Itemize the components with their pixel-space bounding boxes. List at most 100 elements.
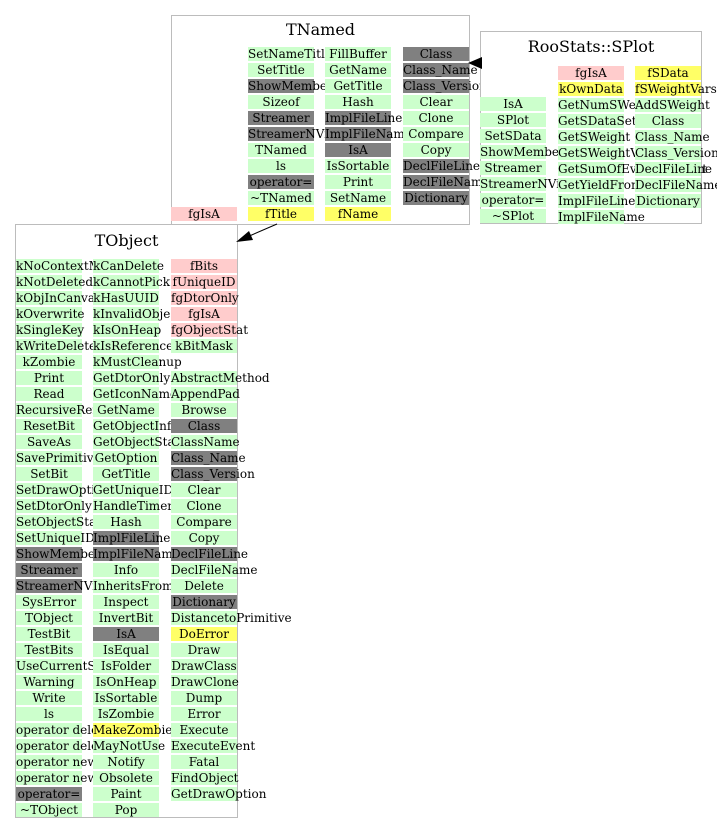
splot-member-fsweightvars: fSWeightVars xyxy=(635,82,717,96)
tobject-method-read: Read xyxy=(16,387,82,401)
tobject-method-setdtoronly: SetDtorOnly xyxy=(16,499,92,513)
tobject-method-knocontextmenu: kNoContextMenu xyxy=(16,259,124,273)
tobject-method-isfolder: IsFolder xyxy=(93,659,159,673)
splot-method-isa: IsA xyxy=(480,97,546,111)
tobject-method-makezombie: MakeZombie xyxy=(93,723,173,737)
tobject-method-setdrawoption: SetDrawOption xyxy=(16,483,111,497)
tobject-method-dictionary: Dictionary xyxy=(171,595,237,609)
tnamed-method-implfilename: ImplFileName xyxy=(325,127,412,141)
tnamed-method-dictionary: Dictionary xyxy=(403,191,469,205)
tnamed-method-class-version: Class_Version xyxy=(403,79,487,93)
tobject-method-abstractmethod: AbstractMethod xyxy=(171,371,270,385)
tobject-method-saveprimitive: SavePrimitive xyxy=(16,451,101,465)
tnamed-method-hash: Hash xyxy=(325,95,391,109)
tnamed-method-class-name: Class_Name xyxy=(403,63,478,77)
splot-method-class: Class xyxy=(635,114,701,128)
tobject-method-getoption: GetOption xyxy=(93,451,159,465)
tnamed-method-setnametitle: SetNameTitle xyxy=(248,47,332,61)
tobject-method-print: Print xyxy=(16,371,82,385)
tobject-method-issortable: IsSortable xyxy=(93,691,159,705)
splot-member-fgisa: fgIsA xyxy=(558,66,624,80)
tobject-method-getdrawoption: GetDrawOption xyxy=(171,787,267,801)
tobject-member-fgdtoronly: fgDtorOnly xyxy=(171,291,239,305)
tobject-member-fbits: fBits xyxy=(171,259,237,273)
splot-method-getsweight: GetSWeight xyxy=(558,130,631,144)
splot-method-streamernvirtual: StreamerNVirtual xyxy=(480,177,590,191)
tobject-method-declfilename: DeclFileName xyxy=(171,563,258,577)
tobject-method-distancetoprimitive: DistancetoPrimitive xyxy=(171,611,292,625)
tobject-method-info: Info xyxy=(93,563,159,577)
tobject-method-syserror: SysError xyxy=(16,595,82,609)
tobject-method-class: Class xyxy=(171,419,237,433)
splot-method-declfileline: DeclFileLine xyxy=(635,162,713,176)
tobject-method-gettitle: GetTitle xyxy=(93,467,159,481)
class-title-tnamed: TNamed xyxy=(285,20,356,39)
tobject-method-copy: Copy xyxy=(171,531,237,545)
splot-method-getyieldfromsweight: GetYieldFromSWeight xyxy=(558,178,693,192)
tnamed-method-streamernvirtual: StreamerNVirtual xyxy=(248,127,358,141)
tobject-method-kzombie: kZombie xyxy=(16,355,82,369)
tobject-method-saveas: SaveAs xyxy=(16,435,82,449)
tobject-method-fatal: Fatal xyxy=(171,755,237,769)
tnamed-method-gettitle: GetTitle xyxy=(325,79,391,93)
tobject-method-obsolete: Obsolete xyxy=(93,771,159,785)
tnamed-method-clone: Clone xyxy=(403,111,469,125)
tobject-method-khasuuid: kHasUUID xyxy=(93,291,159,305)
tobject-method-getuniqueid: GetUniqueID xyxy=(93,483,174,497)
tnamed-method-isa: IsA xyxy=(325,143,391,157)
tnamed-method-declfilename: DeclFileName xyxy=(403,175,490,189)
tobject-method-tobject: ~TObject xyxy=(16,803,82,817)
tobject-method-clear: Clear xyxy=(171,483,237,497)
tobject-method-resetbit: ResetBit xyxy=(16,419,82,433)
splot-method-setsdata: SetSData xyxy=(480,129,546,143)
splot-method-declfilename: DeclFileName xyxy=(635,178,717,192)
tobject-method-operator-delete: operator delete[] xyxy=(16,739,120,753)
tobject-method-drawclone: DrawClone xyxy=(171,675,239,689)
tnamed-method-getname: GetName xyxy=(325,63,391,77)
splot-method-getnumsweightvars: GetNumSWeightVars xyxy=(558,98,687,112)
tobject-method-showmembers: ShowMembers xyxy=(16,547,107,561)
tobject-method-classname: ClassName xyxy=(171,435,240,449)
tobject-method-operator-delete: operator delete xyxy=(16,723,111,737)
tobject-method-setobjectstat: SetObjectStat xyxy=(16,515,102,529)
tnamed-method-setname: SetName xyxy=(325,191,391,205)
tobject-method-paint: Paint xyxy=(93,787,159,801)
tobject-method-draw: Draw xyxy=(171,643,237,657)
tobject-method-notify: Notify xyxy=(93,755,159,769)
tnamed-method-implfileline: ImplFileLine xyxy=(325,111,403,125)
splot-method-addsweight: AddSWeight xyxy=(635,98,710,112)
tobject-method-class-name: Class_Name xyxy=(171,451,246,465)
splot-method-operator: operator= xyxy=(480,193,546,207)
tobject-method-pop: Pop xyxy=(93,803,159,817)
tnamed-method-class: Class xyxy=(403,47,469,61)
splot-method-splot: ~SPlot xyxy=(480,209,546,223)
tobject-method-operator-new: operator new xyxy=(16,755,98,769)
tobject-method-declfileline: DeclFileLine xyxy=(171,547,249,561)
tobject-method-maynotuse: MayNotUse xyxy=(93,739,166,753)
tobject-method-kcannotpick: kCannotPick xyxy=(93,275,171,289)
tnamed-method-copy: Copy xyxy=(403,143,469,157)
tobject-method-invertbit: InvertBit xyxy=(93,611,159,625)
tobject-method-ls: ls xyxy=(16,707,82,721)
tobject-method-testbits: TestBits xyxy=(16,643,82,657)
tobject-method-execute: Execute xyxy=(171,723,237,737)
tnamed-method-tnamed: ~TNamed xyxy=(248,191,314,205)
splot-method-getsdataset: GetSDataSet xyxy=(558,114,637,128)
splot-method-class-version: Class_Version xyxy=(635,146,717,160)
tobject-method-appendpad: AppendPad xyxy=(171,387,240,401)
tnamed-method-ls: ls xyxy=(248,159,314,173)
splot-method-showmembers: ShowMembers xyxy=(480,145,571,159)
tobject-method-kbitmask: kBitMask xyxy=(171,339,237,353)
tobject-method-blank xyxy=(171,355,237,369)
tobject-method-class-version: Class_Version xyxy=(171,467,255,481)
tobject-method-streamer: Streamer xyxy=(16,563,82,577)
tobject-method-knotdeleted: kNotDeleted xyxy=(16,275,94,289)
tobject-member-fgobjectstat: fgObjectStat xyxy=(171,323,249,337)
tobject-method-write: Write xyxy=(16,691,82,705)
tobject-method-koverwrite: kOverwrite xyxy=(16,307,85,321)
tobject-method-kcandelete: kCanDelete xyxy=(93,259,164,273)
tobject-method-getdtoronly: GetDtorOnly xyxy=(93,371,171,385)
tnamed-method-fillbuffer: FillBuffer xyxy=(325,47,391,61)
tobject-method-kisreferenced: kIsReferenced xyxy=(93,339,181,353)
tobject-method-isonheap: IsOnHeap xyxy=(93,675,159,689)
